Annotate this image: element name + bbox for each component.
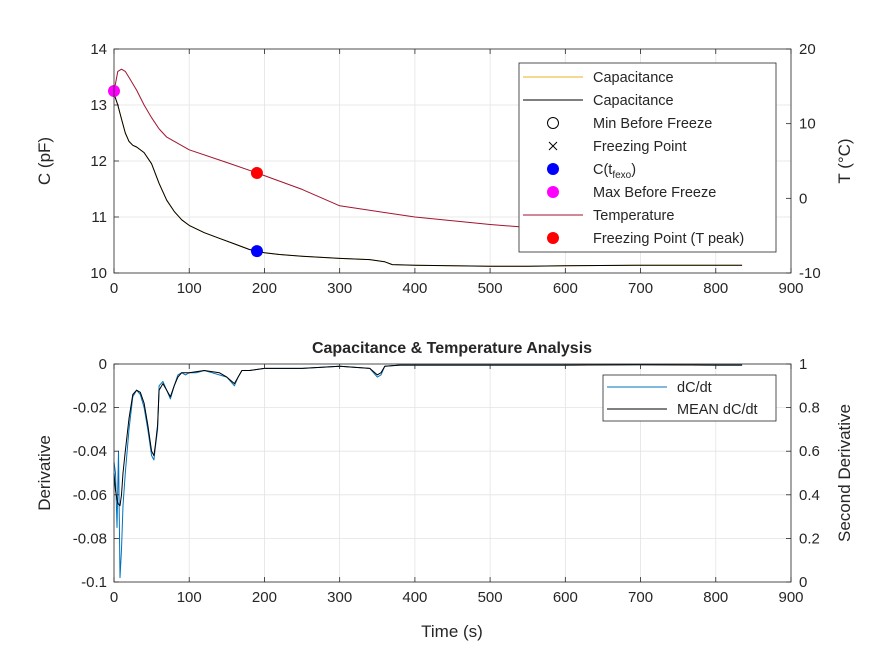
legend-dot-swatch [547, 232, 559, 244]
x-tick-label: 400 [402, 589, 427, 606]
x-tick-label: 500 [478, 589, 503, 606]
y-tick-label: -0.1 [81, 574, 107, 591]
y2-tick-label: 1 [799, 356, 807, 373]
bottom-axes: Capacitance & Temperature Analysis 0 100 2… [35, 340, 854, 641]
y-tick-label: -0.04 [73, 443, 107, 460]
bottom-chart-title: Capacitance & Temperature Analysis [312, 340, 592, 357]
y2-tick-label: 20 [799, 41, 816, 58]
series-line-mean-dc-dt [113, 364, 743, 507]
x-tick-label: 0 [110, 280, 118, 297]
bottom-series [113, 364, 743, 579]
y2-tick-label: 0.6 [799, 443, 820, 460]
y-tick-label: -0.06 [73, 487, 107, 504]
legend-dot-swatch [547, 186, 559, 198]
legend-label: Capacitance [593, 70, 674, 86]
legend-label-subscript: fexo [612, 170, 631, 181]
x-tick-label: 700 [628, 280, 653, 297]
x-tick-label: 900 [778, 280, 803, 297]
x-tick-label: 400 [402, 280, 427, 297]
x-tick-label: 300 [327, 280, 352, 297]
x-tick-label: 100 [177, 280, 202, 297]
x-tick-label: 600 [553, 589, 578, 606]
y-tick-label: 11 [91, 209, 107, 226]
top-y2-axis-label: T (°C) [835, 138, 854, 183]
bottom-legend: dC/dt MEAN dC/dt [602, 374, 777, 422]
x-tick-label: 300 [327, 589, 352, 606]
bottom-x-ticks: 0 100 200 300 400 500 600 700 800 900 [110, 364, 804, 606]
y-tick-label: 13 [90, 97, 107, 114]
x-tick-label: 600 [553, 280, 578, 297]
legend-open-circle-swatch [547, 117, 559, 129]
top-y-axis-label: C (pF) [35, 137, 54, 185]
legend-label: Freezing Point [593, 139, 687, 155]
legend-label: dC/dt [677, 380, 712, 396]
bottom-axes-box [113, 363, 792, 583]
y-tick-label: 0 [99, 356, 107, 373]
bottom-legend-box [602, 374, 777, 422]
y2-tick-label: -10 [799, 265, 821, 282]
x-tick-label: 800 [703, 589, 728, 606]
top-x-ticks: 0 100 200 300 400 500 600 700 800 900 [110, 49, 804, 297]
x-tick-label: 200 [252, 589, 277, 606]
marker-freezing-point-t-peak- [250, 166, 263, 179]
y-tick-label: 10 [90, 265, 107, 282]
y2-tick-label: 0.2 [799, 530, 820, 547]
legend-label: MEAN dC/dt [677, 402, 758, 418]
bottom-y-ticks: -0.1 -0.08 -0.06 -0.04 -0.02 0 [73, 356, 119, 591]
x-tick-label: 0 [110, 589, 118, 606]
series-line-dc-dt [113, 364, 743, 579]
top-legend-box [518, 62, 777, 253]
y-tick-label: -0.02 [73, 400, 107, 417]
y2-tick-label: 0 [799, 574, 807, 591]
top-y2-ticks: -10 0 10 20 [786, 41, 821, 282]
top-axes: 0 100 200 300 400 500 600 700 800 900 1011121314 … [35, 41, 854, 297]
x-tick-label: 800 [703, 280, 728, 297]
y2-tick-label: 0 [799, 190, 807, 207]
x-tick-label: 700 [628, 589, 653, 606]
legend-label-end: ) [631, 162, 636, 178]
bottom-x-axis-label: Time (s) [421, 622, 483, 641]
top-legend: Capacitance Capacitance Min Before Freeze F… [518, 62, 777, 253]
y-tick-label: 12 [90, 153, 107, 170]
legend-label: Min Before Freeze [593, 116, 712, 132]
legend-label: Freezing Point (T peak) [593, 231, 744, 247]
y-tick-label: 14 [90, 41, 107, 58]
bottom-y-axis-label: Derivative [35, 435, 54, 511]
y-tick-label: -0.08 [73, 530, 107, 547]
x-tick-label: 500 [478, 280, 503, 297]
y2-tick-label: 0.8 [799, 400, 820, 417]
legend-label: Max Before Freeze [593, 185, 716, 201]
x-tick-label: 200 [252, 280, 277, 297]
top-y-ticks: 10 11 12 13 14 [90, 41, 119, 282]
x-tick-label: 100 [177, 589, 202, 606]
bottom-y2-ticks: 0 0.2 0.4 0.6 0.8 1 [786, 356, 820, 591]
x-tick-label: 900 [778, 589, 803, 606]
y2-tick-label: 0.4 [799, 487, 820, 504]
legend-dot-swatch [547, 163, 559, 175]
legend-label: Temperature [593, 208, 674, 224]
marker-c-tfexo- [250, 245, 263, 258]
bottom-y2-axis-label: Second Derivative [835, 404, 854, 542]
legend-label: Capacitance [593, 93, 674, 109]
legend-x-swatch [548, 141, 558, 151]
series-line-capacitance [113, 93, 743, 267]
y2-tick-label: 10 [799, 116, 816, 133]
